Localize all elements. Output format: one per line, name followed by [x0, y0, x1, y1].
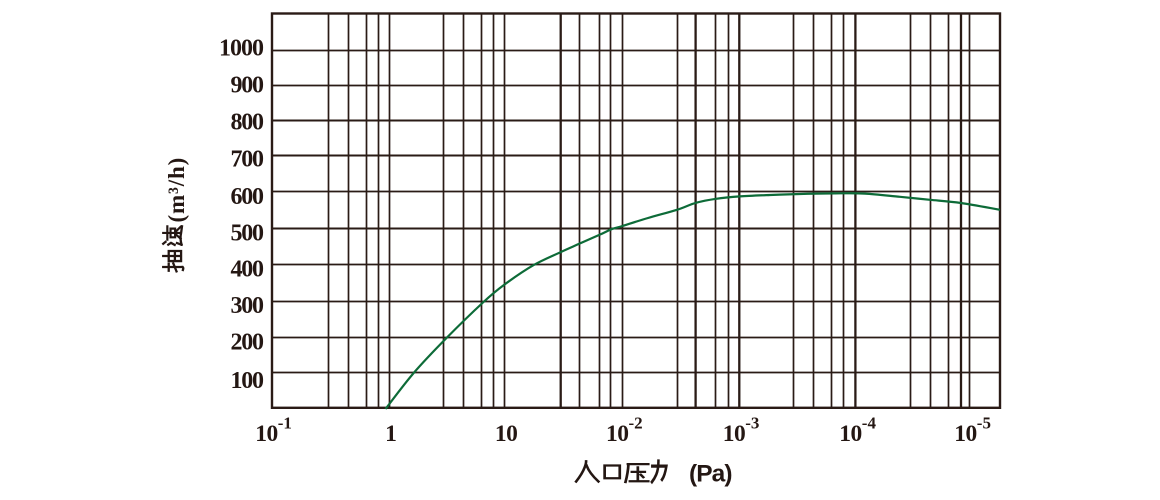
svg-text:700: 700 — [231, 146, 265, 172]
svg-text:(m³/h): (m³/h) — [164, 158, 189, 223]
svg-text:800: 800 — [231, 110, 265, 136]
svg-text:10-2: 10-2 — [606, 413, 643, 446]
svg-text:1000: 1000 — [219, 35, 264, 61]
svg-text:900: 900 — [231, 73, 265, 99]
svg-text:10: 10 — [495, 421, 518, 447]
svg-text:100: 100 — [231, 368, 265, 394]
svg-text:10-3: 10-3 — [723, 413, 760, 446]
svg-text:500: 500 — [231, 220, 265, 246]
svg-text:1: 1 — [385, 421, 397, 447]
svg-text:10-5: 10-5 — [954, 413, 991, 446]
svg-text:400: 400 — [231, 257, 265, 283]
svg-text:300: 300 — [231, 293, 265, 319]
svg-text:600: 600 — [231, 184, 265, 210]
svg-text:200: 200 — [231, 330, 265, 356]
svg-text:10-4: 10-4 — [839, 413, 876, 446]
svg-text:10-1: 10-1 — [255, 413, 292, 446]
svg-text:(Pa): (Pa) — [689, 460, 733, 487]
